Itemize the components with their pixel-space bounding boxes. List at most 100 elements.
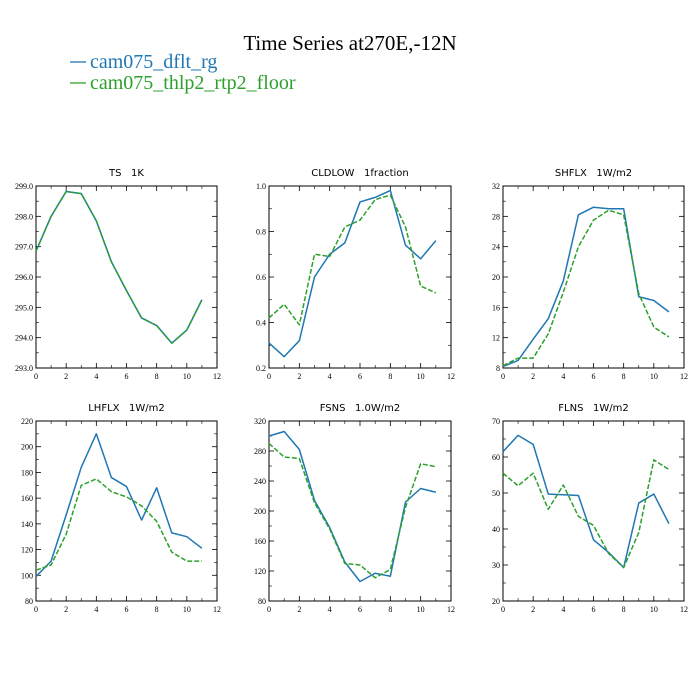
x-tick-label: 0 [501, 372, 505, 381]
x-tick-label: 0 [501, 605, 505, 614]
x-tick-label: 6 [125, 605, 129, 614]
x-tick-label: 8 [622, 372, 626, 381]
plot-frame [268, 420, 452, 602]
x-tick-label: 4 [328, 605, 332, 614]
y-tick-label: 24 [492, 243, 500, 252]
y-tick-label: 120 [21, 546, 33, 555]
x-tick-label: 2 [531, 605, 535, 614]
series-line-dflt [268, 430, 437, 583]
x-tick-label: 4 [561, 605, 565, 614]
series-line-thlp2 [502, 209, 670, 367]
panel-1: TS 1K 0 2 4 6 8 10 12 293.0 294.0 295.0 296.0 297.0 2… [15, 168, 221, 381]
panel-title: SHFLX 1W/m2 [555, 168, 632, 179]
x-tick-label: 6 [592, 605, 596, 614]
series-line-dflt [35, 190, 203, 344]
y-tick-label: 160 [21, 494, 33, 503]
x-tick-label: 8 [388, 605, 392, 614]
y-tick-label: 299.0 [15, 182, 33, 191]
x-tick-label: 2 [64, 605, 68, 614]
y-tick-label: 0.2 [256, 364, 266, 373]
figure-title: Time Series at270E,-12N [243, 31, 456, 55]
x-tick-label: 8 [388, 372, 392, 381]
y-tick-label: 140 [21, 520, 33, 529]
x-tick-label: 12 [447, 372, 455, 381]
y-tick-label: 296.0 [15, 273, 33, 282]
series-line-dflt [502, 206, 670, 368]
x-tick-label: 2 [531, 372, 535, 381]
panel-title: TS 1K [108, 168, 144, 179]
x-tick-label: 12 [213, 372, 221, 381]
plot-frame [502, 420, 685, 602]
y-tick-label: 160 [254, 537, 266, 546]
panel-title: LHFLX 1W/m2 [88, 403, 165, 414]
y-tick-label: 20 [492, 273, 500, 282]
y-tick-label: 0.8 [256, 228, 266, 237]
legend-label-dflt: cam075_dflt_rg [90, 51, 217, 73]
x-tick-label: 6 [358, 605, 362, 614]
y-tick-label: 30 [492, 561, 500, 570]
x-tick-label: 10 [183, 372, 191, 381]
x-tick-label: 0 [267, 605, 271, 614]
x-tick-label: 0 [34, 605, 38, 614]
series-line-thlp2 [268, 442, 436, 579]
x-tick-label: 8 [155, 372, 159, 381]
x-tick-label: 4 [94, 605, 98, 614]
y-tick-label: 294.0 [15, 334, 33, 343]
x-tick-label: 10 [417, 605, 425, 614]
x-tick-label: 4 [561, 372, 565, 381]
y-tick-label: 298.0 [15, 212, 33, 221]
plot-frame [35, 185, 218, 369]
y-tick-label: 8 [496, 364, 500, 373]
x-tick-label: 8 [622, 605, 626, 614]
y-tick-label: 200 [254, 507, 266, 516]
x-tick-label: 10 [417, 372, 425, 381]
legend-label-thlp2: cam075_thlp2_rtp2_floor [90, 72, 296, 94]
series-line-thlp2 [268, 194, 437, 326]
x-tick-label: 12 [213, 605, 221, 614]
y-tick-label: 240 [254, 477, 266, 486]
panel-title: FSNS 1.0W/m2 [320, 403, 401, 414]
x-tick-label: 2 [64, 372, 68, 381]
panel-2: CLDLOW 1fraction 0 2 4 6 8 10 12 0.2 0.4 0.6 0.8 1.0 [256, 168, 455, 381]
x-tick-label: 6 [125, 372, 129, 381]
x-tick-label: 12 [680, 605, 688, 614]
y-tick-label: 100 [21, 571, 33, 580]
y-tick-label: 40 [492, 525, 500, 534]
y-tick-label: 120 [254, 567, 266, 576]
y-tick-label: 50 [492, 489, 500, 498]
y-tick-label: 320 [254, 417, 266, 426]
y-tick-label: 295.0 [15, 303, 33, 312]
y-tick-label: 0.4 [256, 319, 266, 328]
x-tick-label: 10 [650, 605, 658, 614]
plot-frame [35, 420, 218, 602]
y-tick-label: 28 [492, 212, 500, 221]
x-tick-label: 10 [183, 605, 191, 614]
y-tick-label: 293.0 [15, 364, 33, 373]
x-tick-label: 0 [34, 372, 38, 381]
y-tick-label: 60 [492, 453, 500, 462]
y-tick-label: 180 [21, 468, 33, 477]
x-tick-label: 10 [650, 372, 658, 381]
x-tick-label: 6 [592, 372, 596, 381]
y-tick-label: 20 [492, 597, 500, 606]
panel-6: FLNS 1W/m2 0 2 4 6 8 10 12 20 30 40 50 60 70 [492, 403, 688, 614]
series-line-dflt [502, 434, 670, 569]
panel-title: FLNS 1W/m2 [558, 403, 628, 414]
x-tick-label: 0 [267, 372, 271, 381]
y-tick-label: 80 [25, 597, 33, 606]
x-tick-label: 2 [297, 605, 301, 614]
y-tick-label: 1.0 [256, 182, 266, 191]
panel-4: LHFLX 1W/m2 0 2 4 6 8 10 12 80 100 120 140 160 180 200… [21, 403, 221, 614]
legend: cam075_dflt_rg cam075_thlp2_rtp2_floor [70, 51, 296, 94]
y-tick-label: 32 [492, 182, 500, 191]
panel-5: FSNS 1.0W/m2 0 2 4 6 8 10 12 80 120 160 200 240 280 32… [254, 403, 455, 614]
series-line-thlp2 [502, 459, 670, 569]
series-line-thlp2 [35, 478, 202, 571]
y-tick-label: 16 [492, 303, 500, 312]
series-line-dflt [268, 189, 437, 358]
x-tick-label: 12 [680, 372, 688, 381]
y-tick-label: 80 [258, 597, 266, 606]
x-tick-label: 6 [358, 372, 362, 381]
